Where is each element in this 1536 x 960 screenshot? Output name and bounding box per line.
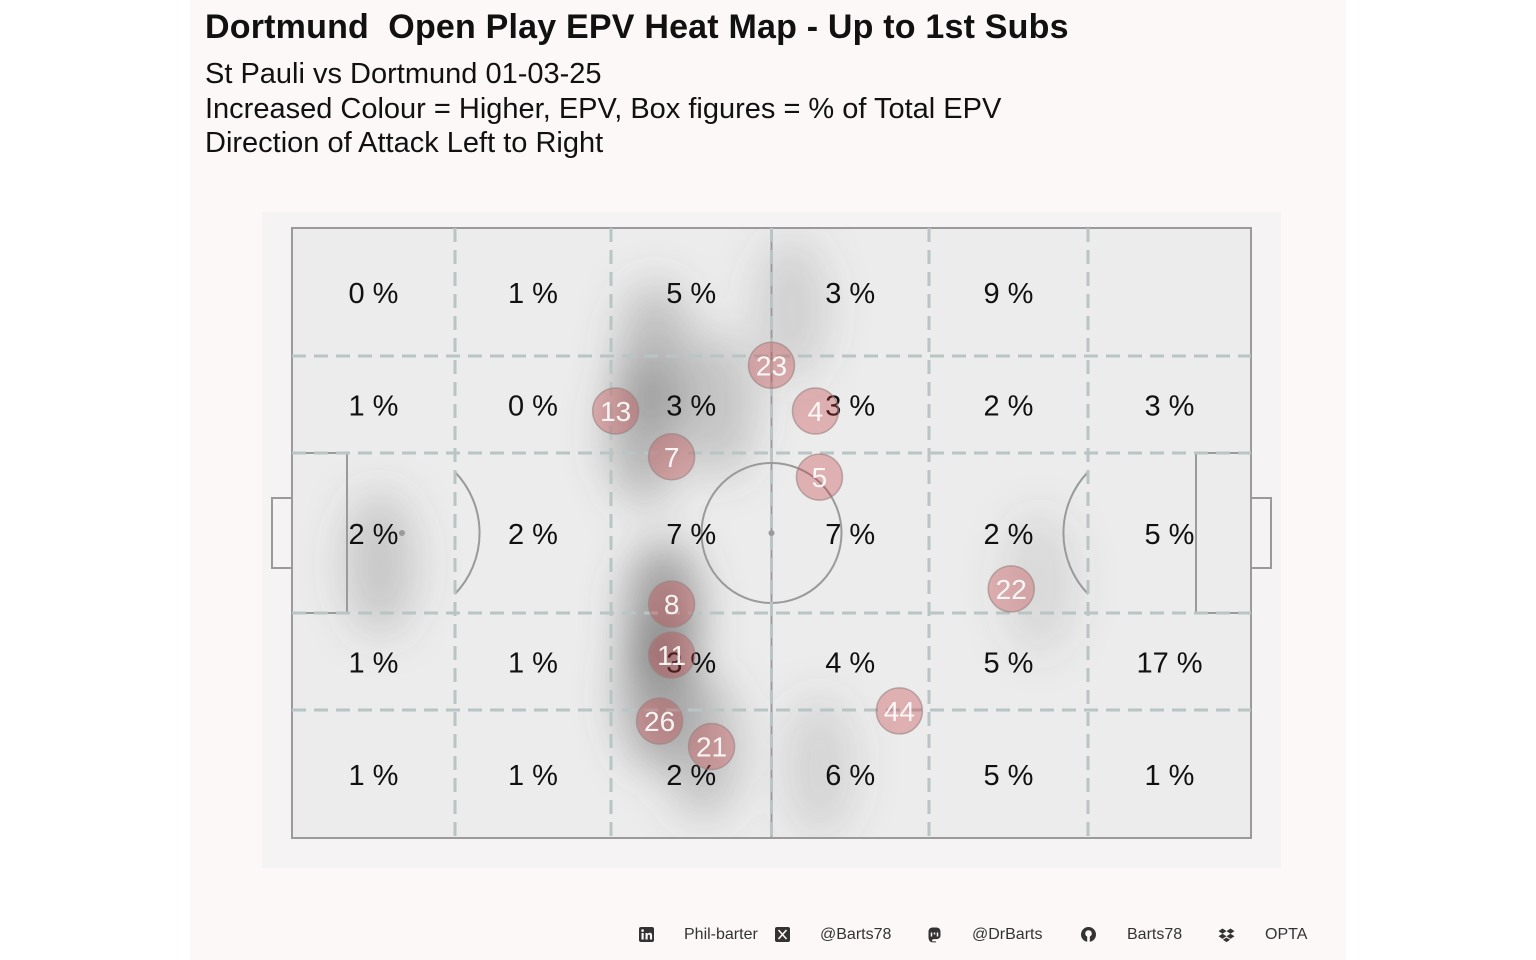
player-number: 23 [756,350,787,381]
footer-credit-text: @DrBarts [972,926,1043,943]
zone-percent-label: 2 % [349,519,399,551]
zone-percent-label: 1 % [1145,760,1195,792]
player-marker: 22 [987,565,1035,613]
x-twitter-icon [775,927,790,942]
chart-subtitle-line-1: St Pauli vs Dortmund 01-03-25 [205,58,602,90]
player-marker-circle [987,565,1035,613]
zone-grid-lines [292,228,1251,838]
player-marker: 21 [687,722,736,771]
zone-percent-label: 17 % [1136,648,1202,680]
player-number: 4 [808,396,824,427]
github-icon [1081,927,1096,942]
zone-percent-label: 1 % [349,760,399,792]
left-penalty-arc [454,471,481,595]
right-penalty-arc [1062,471,1089,595]
footer-credit-text: @Barts78 [820,926,892,943]
player-number: 5 [812,462,828,493]
footer-credit-text: OPTA [1265,926,1308,943]
zone-percent-label: 3 % [825,278,875,310]
chart-subtitle-line-2: Increased Colour = Higher, EPV, Box figu… [205,93,1002,125]
player-marker-circle [795,453,844,501]
chart-subtitle-line-3: Direction of Attack Left to Right [205,127,604,159]
zone-percent-label: 7 % [666,519,716,551]
linkedin-icon [639,927,654,942]
player-marker: 5 [795,453,844,501]
player-number: 26 [644,706,675,737]
player-marker: 26 [635,697,684,745]
player-marker-circle [635,697,684,745]
footer-credit-text: Barts78 [1127,926,1183,943]
zone-percent-label: 1 % [349,648,399,680]
zone-percent-label: 2 % [508,519,558,551]
zone-percent-label: 3 % [1145,391,1195,423]
zone-percent-label: 3 % [666,391,716,423]
mastodon-icon [928,927,941,943]
centre-spot [768,530,775,536]
density-blob [683,333,756,478]
player-marker-circle [647,580,696,628]
zone-percent-labels: 0 % 1 % 5 % 3 % 9 % 1 % 0 % 3 % 3 % 2 % 3 % 2 % 2 % 7… [349,278,1203,792]
player-number: 13 [600,396,631,427]
zone-percent-label: 5 % [984,760,1034,792]
footer-credit-text: Phil-barter [684,926,758,943]
player-marker-circle [647,433,696,481]
dropbox-icon [1218,928,1235,943]
zone-percent-label: 2 % [984,519,1034,551]
player-marker: 7 [647,433,696,481]
zone-percent-label: 5 % [984,648,1034,680]
left-goal [271,497,293,569]
zone-percent-label: 0 % [349,278,399,310]
player-marker-circle [747,341,796,389]
zone-percent-label: 3 % [666,648,716,680]
player-marker: 8 [647,580,696,628]
zone-percent-label: 1 % [508,648,558,680]
zone-percent-label: 2 % [984,391,1034,423]
player-marker-circle [875,687,924,735]
left-penalty-spot [399,530,405,536]
zone-percent-label: 9 % [984,278,1034,310]
player-number: 7 [664,442,680,473]
zone-percent-label: 7 % [825,519,875,551]
zone-percent-label: 0 % [508,391,558,423]
player-marker-circle [791,387,840,435]
zone-percent-label: 2 % [666,760,716,792]
player-marker: 44 [875,687,924,735]
player-number: 21 [696,732,727,763]
player-markers: 13 7 8 11 26 21 23 4 5 44 22 [591,341,1035,771]
player-marker: 4 [791,387,840,435]
chart-title: Dortmund Open Play EPV Heat Map - Up to … [205,8,1069,46]
density-blob [755,237,828,382]
player-marker: 23 [747,341,796,389]
player-marker: 13 [591,387,640,435]
player-number: 44 [884,696,915,727]
player-number: 11 [657,640,686,671]
player-marker-circle [687,722,736,771]
player-number: 8 [664,589,680,620]
player-marker-circle [647,631,696,679]
player-number: 22 [996,574,1027,605]
density-blob [783,694,856,838]
density-blob [343,491,416,636]
player-marker: 11 [647,631,696,679]
zone-percent-label: 1 % [508,760,558,792]
epv-density-layer [343,237,1076,838]
zone-percent-label: 6 % [825,760,875,792]
zone-percent-label: 5 % [666,278,716,310]
zone-percent-label: 5 % [1145,519,1195,551]
zone-percent-label: 4 % [825,648,875,680]
zone-percent-label: 1 % [349,391,399,423]
zone-percent-label: 1 % [508,278,558,310]
density-blob [1003,511,1076,656]
player-marker-circle [591,387,640,435]
right-goal [1250,497,1272,569]
